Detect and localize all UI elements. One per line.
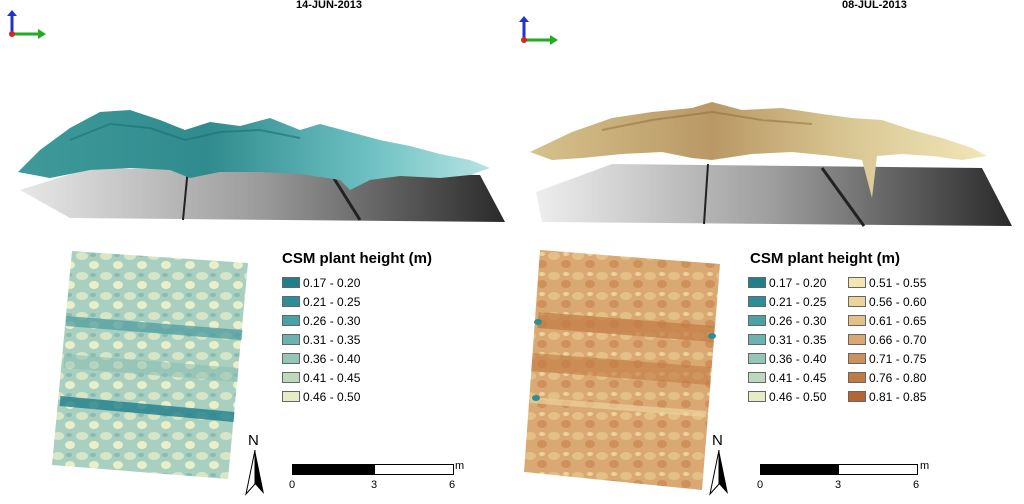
legend-swatch <box>748 277 766 288</box>
legend-swatch <box>748 353 766 364</box>
scale-segment-dark <box>292 464 376 475</box>
panel-june: 14-JUN-2013 <box>7 0 505 496</box>
scale-tick: 3 <box>835 479 842 491</box>
date-label: 14-JUN-2013 <box>296 0 363 11</box>
legend-item: 0.36 - 0.40 <box>748 349 826 368</box>
legend-swatch <box>282 315 300 326</box>
terrain-surface <box>18 110 490 190</box>
legend-swatch <box>748 296 766 307</box>
legend-swatch <box>848 315 866 326</box>
scale-segment-dark <box>760 464 840 475</box>
legend-item: 0.17 - 0.20 <box>748 273 826 292</box>
legend-item: 0.66 - 0.70 <box>848 330 926 349</box>
terrain-3d-july <box>530 102 1012 227</box>
scale-bar: m 0 3 6 <box>757 460 930 494</box>
scale-segment-light <box>838 464 918 475</box>
legend-column-1: 0.17 - 0.20 0.21 - 0.25 0.26 - 0.30 0.31… <box>748 273 826 406</box>
legend-swatch <box>282 296 300 307</box>
legend-item: 0.26 - 0.30 <box>282 311 360 330</box>
terrain-3d-june <box>18 110 505 222</box>
scale-tick: 6 <box>449 479 456 491</box>
north-arrow-icon <box>245 450 264 496</box>
scale-bar: m 0 3 6 <box>289 460 464 494</box>
north-label: N <box>712 432 723 449</box>
legend-column-2: 0.51 - 0.55 0.56 - 0.60 0.61 - 0.65 0.66… <box>848 273 926 406</box>
legend-swatch <box>848 353 866 364</box>
axis-gizmo-icon <box>519 16 558 45</box>
legend-swatch <box>748 391 766 402</box>
north-arrow: N <box>244 432 266 496</box>
legend-item: 0.21 - 0.25 <box>282 292 360 311</box>
legend-item: 0.46 - 0.50 <box>748 387 826 406</box>
legend: 0.17 - 0.20 0.21 - 0.25 0.26 - 0.30 0.31… <box>282 273 360 406</box>
legend-item: 0.41 - 0.45 <box>282 368 360 387</box>
legend-swatch <box>848 296 866 307</box>
legend-item: 0.31 - 0.35 <box>748 330 826 349</box>
legend-item: 0.36 - 0.40 <box>282 349 360 368</box>
legend-item: 0.26 - 0.30 <box>748 311 826 330</box>
legend-swatch <box>848 277 866 288</box>
scale-tick: 0 <box>289 479 296 491</box>
legend-swatch <box>848 334 866 345</box>
terrain-base <box>536 164 1012 226</box>
legend-item: 0.51 - 0.55 <box>848 273 926 292</box>
legend-item: 0.46 - 0.50 <box>282 387 360 406</box>
legend-item: 0.76 - 0.80 <box>848 368 926 387</box>
legend-swatch <box>748 372 766 383</box>
north-label: N <box>248 432 259 449</box>
legend-swatch <box>282 334 300 345</box>
legend-item: 0.71 - 0.75 <box>848 349 926 368</box>
scale-unit: m <box>455 460 465 472</box>
scale-tick: 0 <box>757 479 764 491</box>
legend-item: 0.61 - 0.65 <box>848 311 926 330</box>
plant-height-map-july <box>524 250 720 490</box>
north-arrow-icon <box>709 450 728 496</box>
legend-title: CSM plant height (m) <box>750 250 900 267</box>
legend-item: 0.21 - 0.25 <box>748 292 826 311</box>
terrain-base <box>20 168 505 222</box>
scale-unit: m <box>920 460 930 472</box>
date-label: 08-JUL-2013 <box>842 0 907 11</box>
legend-swatch <box>282 277 300 288</box>
legend-item: 0.17 - 0.20 <box>282 273 360 292</box>
legend-swatch <box>748 334 766 345</box>
legend-item: 0.31 - 0.35 <box>282 330 360 349</box>
legend-swatch <box>282 391 300 402</box>
terrain-surface <box>530 102 987 198</box>
legend-swatch <box>748 315 766 326</box>
scale-tick: 3 <box>371 479 378 491</box>
legend-item: 0.81 - 0.85 <box>848 387 926 406</box>
plant-height-map-june <box>52 251 248 479</box>
north-arrow: N <box>708 432 730 496</box>
legend-swatch <box>282 372 300 383</box>
legend-swatch <box>282 353 300 364</box>
legend-title: CSM plant height (m) <box>282 250 432 267</box>
legend-item: 0.41 - 0.45 <box>748 368 826 387</box>
legend-swatch <box>848 372 866 383</box>
scale-tick: 6 <box>913 479 920 491</box>
scale-segment-light <box>374 464 454 475</box>
legend-swatch <box>848 391 866 402</box>
panel-july: 08-JUL-2013 <box>512 0 1024 504</box>
axis-gizmo-icon <box>7 10 46 39</box>
legend-item: 0.56 - 0.60 <box>848 292 926 311</box>
